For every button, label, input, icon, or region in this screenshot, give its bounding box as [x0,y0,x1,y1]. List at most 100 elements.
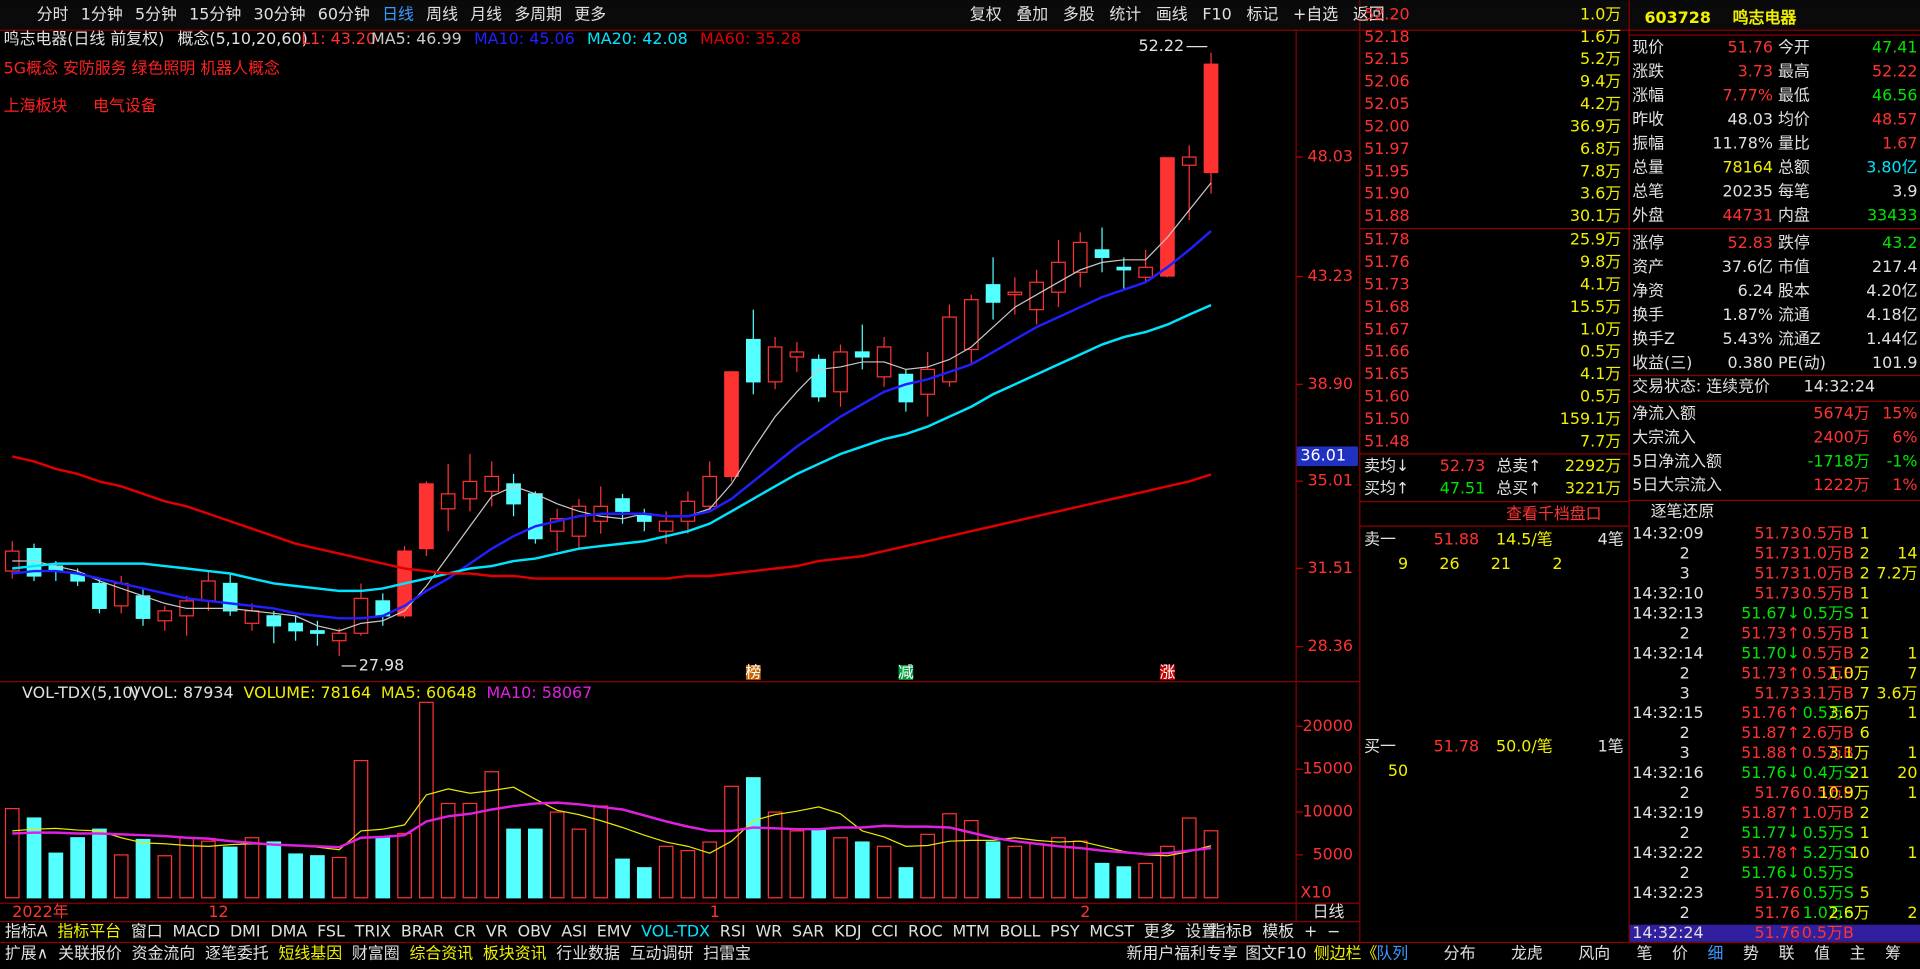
indicator-tab[interactable]: WR [755,922,782,941]
toolbar-button[interactable]: +自选 [1293,4,1338,23]
toolbar [0,0,1920,30]
status-tab[interactable]: 行业数据 [556,944,620,963]
panel-tab[interactable]: 笔 [1637,944,1653,963]
period-tab[interactable]: 分时 [37,4,69,23]
quote-label: 涨幅 [1632,85,1664,104]
indicator-tab[interactable]: KDJ [834,922,861,941]
status-tab[interactable]: 综合资讯 [409,944,473,963]
quote-value: 101.9 [1872,353,1918,372]
indicator-tab[interactable]: 窗口 [131,922,163,941]
indicator-tab[interactable]: FSL [317,922,345,941]
indicator-tab[interactable]: TRIX [354,922,391,941]
panel-tab[interactable]: 队列 [1376,944,1408,963]
status-tab[interactable]: 扩展∧ [5,944,48,963]
period-tab[interactable]: 多周期 [514,4,562,23]
tick-price: 51.76↓ [1741,763,1800,782]
status-tab[interactable]: 板块资讯 [483,944,547,963]
status-tab[interactable]: 财富圈 [352,944,400,963]
period-tab[interactable]: 60分钟 [318,4,370,23]
toolbar-button[interactable]: F10 [1202,4,1231,23]
indicator-tab[interactable]: 设置 [1185,922,1217,941]
indicator-tab[interactable]: DMI [230,922,261,941]
toolbar-button[interactable]: 统计 [1109,4,1141,23]
panel-tab[interactable]: 分布 [1444,944,1476,963]
panel-tab[interactable]: 筹 [1885,944,1901,963]
toolbar-button[interactable]: 返回 [1353,4,1385,23]
panel-tab[interactable]: 细 [1708,944,1724,963]
panel-tab[interactable]: 值 [1814,944,1830,963]
period-tab[interactable]: 周线 [426,4,458,23]
period-tab[interactable]: 更多 [574,4,606,23]
indicator-tab[interactable]: PSY [1050,922,1080,941]
period-tab[interactable]: 5分钟 [135,4,177,23]
candle-body [702,475,718,507]
indicator-tab[interactable]: MACD [172,922,220,941]
panel-tab[interactable]: 主 [1850,944,1866,963]
volume-bar [571,828,587,899]
indicator-tab[interactable]: BRAR [401,922,444,941]
indicator-tab[interactable]: MTM [953,922,990,941]
indicator-tab[interactable]: BOLL [999,922,1040,941]
indicator-tab[interactable]: VOL-TDX [641,922,710,941]
indicator-tab[interactable]: SAR [792,922,824,941]
indicator-tab[interactable]: EMV [597,922,632,941]
ask-price: 52.06 [1364,72,1410,91]
indicator-tab[interactable]: DMA [270,922,307,941]
period-tab[interactable]: 15分钟 [189,4,241,23]
period-tab[interactable]: 30分钟 [253,4,305,23]
status-link[interactable]: 图文F10 [1245,944,1306,963]
toolbar-button[interactable]: 复权 [970,4,1002,23]
indicator-tab[interactable]: − [1327,922,1340,941]
toolbar-button[interactable]: 标记 [1246,4,1278,23]
panel-tab[interactable]: 价 [1672,944,1688,963]
indicator-tab[interactable]: MCST [1089,922,1134,941]
toolbar-button[interactable]: 画线 [1156,4,1188,23]
status-tab[interactable]: 逐笔委托 [205,944,269,963]
panel-tab[interactable]: 龙虎 [1511,944,1543,963]
indicator-tab[interactable]: RSI [720,922,746,941]
tick-price: 51.78↑ [1741,843,1800,862]
flow-value: 1222万 [1813,475,1869,494]
status-tab[interactable]: 互动调研 [630,944,694,963]
ma-line [12,230,1212,620]
tick-count: 1 [1860,524,1870,543]
status-link[interactable]: 侧边栏《 [1314,944,1378,963]
period-tab[interactable]: 日线 [382,4,414,23]
volume-bar [375,837,391,899]
indicator-tab[interactable]: + [1304,922,1317,941]
status-tab[interactable]: 短线基因 [278,944,342,963]
period-tab[interactable]: 1分钟 [81,4,123,23]
indicator-tab[interactable]: ROC [908,922,943,941]
indicator-tab[interactable]: CCI [871,922,898,941]
status-tab[interactable]: 关联报价 [58,944,122,963]
panel-tab[interactable]: 势 [1743,944,1759,963]
volume-bar [1181,817,1197,899]
candle-body [898,373,914,403]
status-tab[interactable]: 扫雷宝 [703,944,751,963]
candle-body [1051,261,1066,293]
indicator-tab[interactable]: 模板 [1262,922,1294,941]
tick-time: 14:32:14 [1632,643,1703,662]
toolbar-button[interactable]: 多股 [1063,4,1095,23]
indicator-tab[interactable]: 指标A [5,922,48,941]
tick-count: 21 [1850,763,1870,782]
indicator-tab[interactable]: CR [454,922,476,941]
indicator-tab[interactable]: 更多 [1144,922,1176,941]
x-tick-label: 2 [1080,902,1090,921]
depth-link[interactable]: 查看千档盘口 [1506,504,1601,523]
period-tab[interactable]: 月线 [470,4,502,23]
toolbar-button[interactable]: 叠加 [1016,4,1048,23]
ask-volume: 7.8万 [1580,161,1621,180]
avg-price: 47.51 [1440,478,1486,497]
quote-value: 48.03 [1728,109,1774,128]
indicator-tab[interactable]: 指标B [1210,922,1253,941]
indicator-tab[interactable]: VR [486,922,508,941]
indicator-tab[interactable]: 指标平台 [57,922,121,941]
candle-body [745,338,761,383]
status-tab[interactable]: 资金流向 [132,944,196,963]
status-link[interactable]: 新用户福利专享 [1127,944,1238,963]
panel-tab[interactable]: 联 [1779,944,1795,963]
indicator-tab[interactable]: ASI [561,922,587,941]
panel-tab[interactable]: 风向 [1578,944,1610,963]
indicator-tab[interactable]: OBV [518,922,552,941]
